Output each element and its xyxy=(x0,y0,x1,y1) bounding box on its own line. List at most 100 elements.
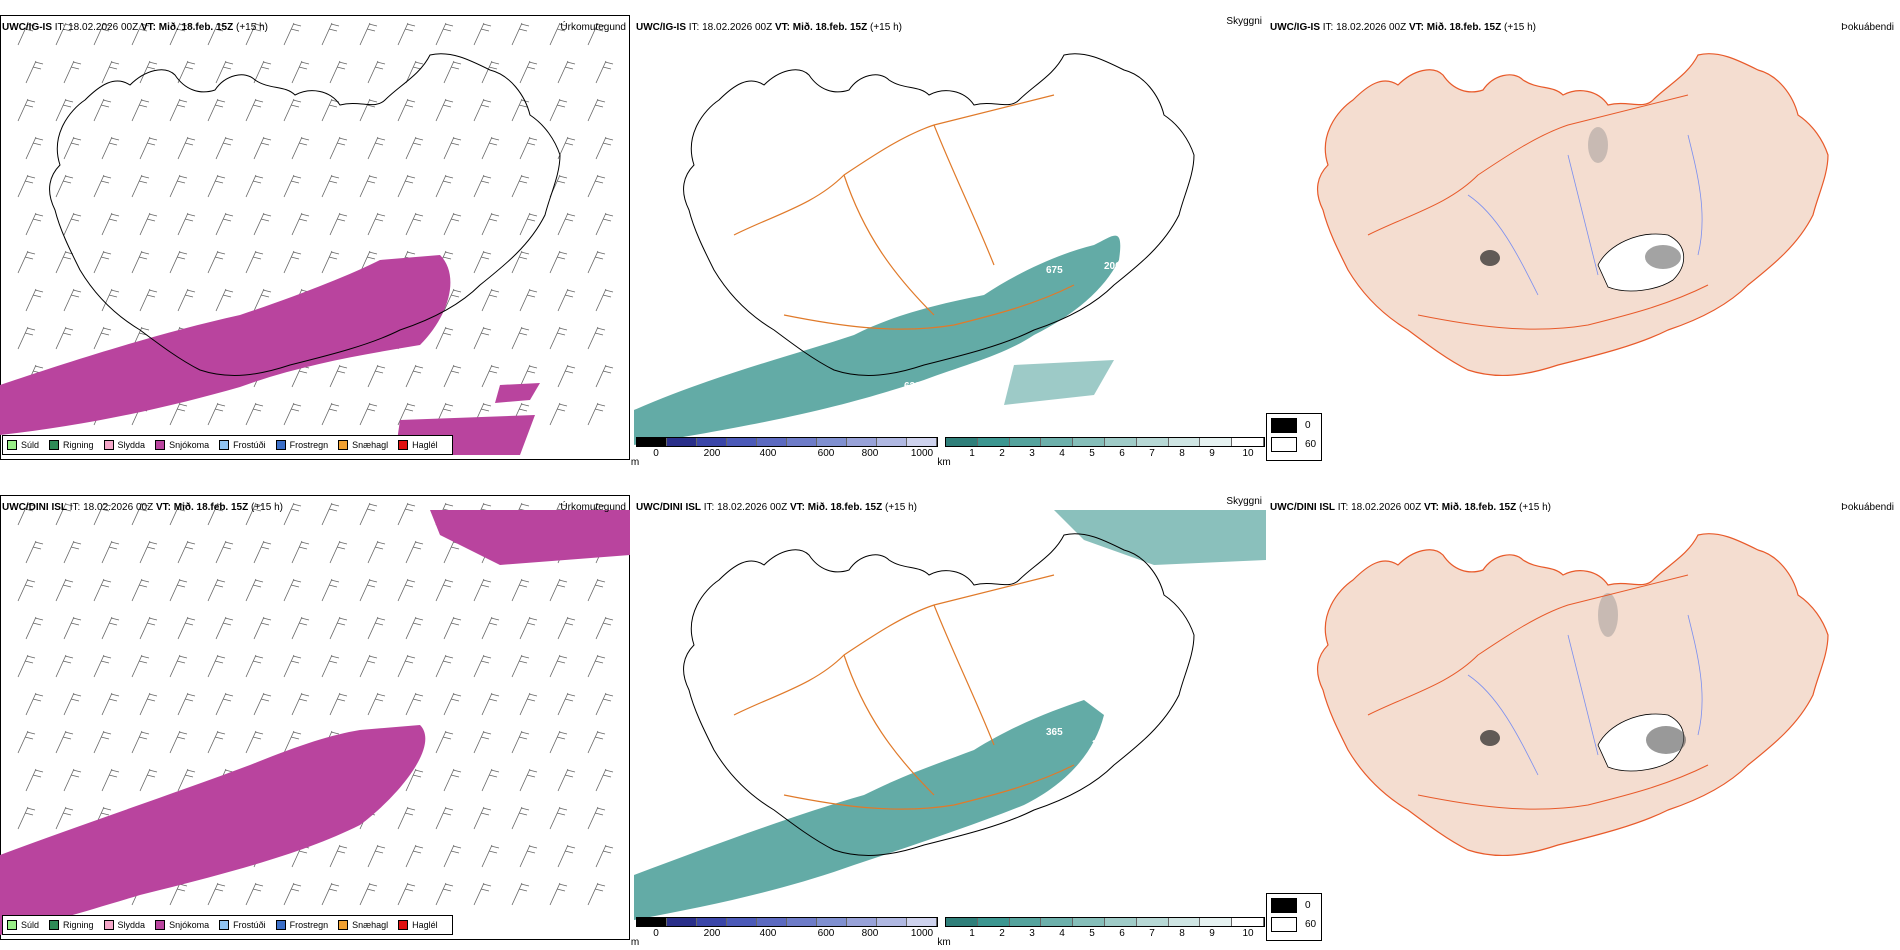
vt-label: VT: xyxy=(155,502,171,513)
wind-barb xyxy=(435,98,454,122)
tick-label: 6 xyxy=(1119,448,1125,459)
wind-barb xyxy=(55,174,74,198)
wind-barb xyxy=(55,98,74,122)
wind-barb xyxy=(367,136,386,160)
vt-label: VT: xyxy=(774,22,790,33)
wind-barb xyxy=(17,502,36,526)
wind-barb xyxy=(101,136,120,160)
wind-barb xyxy=(177,60,196,84)
wind-barb xyxy=(55,578,74,602)
legend-swatch xyxy=(275,440,286,450)
fog-swatch xyxy=(1271,418,1297,433)
wind-barb xyxy=(131,98,150,122)
wind-barb xyxy=(131,22,150,46)
panel-title: Þokuábendi xyxy=(1841,502,1894,513)
wind-barb xyxy=(17,806,36,830)
tick-label: 10 xyxy=(1242,928,1254,939)
panel-title: Úrkomutegund xyxy=(560,502,626,513)
wind-barb xyxy=(595,616,614,640)
road-network xyxy=(733,574,1075,810)
wind-barb xyxy=(101,692,120,716)
wind-barb xyxy=(321,98,340,122)
tick-label: 400 xyxy=(759,928,777,939)
fog-shading xyxy=(1480,250,1500,266)
fog-swatch xyxy=(1271,917,1297,932)
wind-barb xyxy=(397,174,416,198)
wind-barb xyxy=(519,768,538,792)
wind-barb xyxy=(139,288,158,312)
colorbar-bar xyxy=(636,437,938,447)
wind-barb xyxy=(587,174,606,198)
visibility-value: 599 xyxy=(1050,351,1067,362)
wind-barb xyxy=(481,768,500,792)
wind-barb xyxy=(557,768,576,792)
tick-label: 3 xyxy=(1029,448,1035,459)
wind-barb xyxy=(283,98,302,122)
wind-barb xyxy=(557,692,576,716)
wind-barb xyxy=(93,326,112,350)
wind-barb xyxy=(63,540,82,564)
wind-barb xyxy=(397,502,416,526)
panel-title: Úrkomutegund xyxy=(560,22,626,33)
lead-time: (+15 h) xyxy=(236,22,268,33)
wind-barb xyxy=(443,616,462,640)
tick-label: 5 xyxy=(1089,448,1095,459)
legend-swatch xyxy=(103,440,114,450)
wind-barb xyxy=(25,60,44,84)
visibility-panel-bottom: UWC/DINI ISL IT: 18.02.2026 00Z VT: Mið.… xyxy=(631,480,1266,950)
row-top: UWC/IG-IS IT: 18.02.2026 00Z VT: Mið. 18… xyxy=(0,0,1900,470)
wind-barb xyxy=(283,882,302,906)
wind-barb xyxy=(557,844,576,868)
it-value: 18.02.2026 00Z xyxy=(702,22,773,33)
wind-barb xyxy=(359,882,378,906)
vt-value: Mið. 18.feb. 15Z xyxy=(807,502,883,513)
wind-barb xyxy=(435,806,454,830)
it-label: IT: xyxy=(54,22,66,33)
tick-label: 8 xyxy=(1179,448,1185,459)
wind-barb xyxy=(215,136,234,160)
wind-barb xyxy=(55,22,74,46)
legend-item-snaehagl: Snæhagl xyxy=(338,920,388,930)
wind-barb xyxy=(405,364,424,388)
panel-header: UWC/IG-IS IT: 18.02.2026 00Z VT: Mið. 18… xyxy=(636,22,902,33)
wind-barb xyxy=(519,844,538,868)
legend-item-slydda: Slydda xyxy=(103,920,145,930)
wind-barb xyxy=(291,60,310,84)
wind-barb xyxy=(519,136,538,160)
wind-barb xyxy=(473,326,492,350)
tick-label: 7 xyxy=(1149,448,1155,459)
wind-barb xyxy=(443,364,462,388)
wind-barb xyxy=(245,730,264,754)
colorbar-bar xyxy=(636,917,938,927)
wind-barb xyxy=(511,882,530,906)
wind-barb xyxy=(397,654,416,678)
wind-barb xyxy=(359,578,378,602)
wind-barb xyxy=(245,402,264,426)
wind-barb xyxy=(63,60,82,84)
wind-barb xyxy=(367,692,386,716)
fog-legend-row: 0 xyxy=(1271,898,1321,913)
wind-barb xyxy=(245,654,264,678)
wind-barb xyxy=(245,502,264,526)
wind-barb xyxy=(207,402,226,426)
tick-label: 0 xyxy=(653,448,659,459)
wind-barb xyxy=(481,60,500,84)
wind-barb xyxy=(359,98,378,122)
panel-title: Skyggni xyxy=(1226,16,1262,27)
wind-barb xyxy=(177,288,196,312)
wind-barb xyxy=(283,402,302,426)
wind-barb xyxy=(443,136,462,160)
wind-barb xyxy=(139,540,158,564)
wind-barb xyxy=(283,502,302,526)
wind-barb xyxy=(25,288,44,312)
wind-barb xyxy=(359,174,378,198)
wind-barb xyxy=(25,692,44,716)
wind-barb xyxy=(207,730,226,754)
wind-barb xyxy=(93,730,112,754)
wind-barb xyxy=(93,22,112,46)
wind-barb xyxy=(321,402,340,426)
tick-label: 0 xyxy=(653,928,659,939)
rivers xyxy=(1467,134,1703,296)
wind-barb xyxy=(283,654,302,678)
fog-panel-top: UWC/IG-IS IT: 18.02.2026 00Z VT: Mið. 18… xyxy=(1268,0,1900,470)
